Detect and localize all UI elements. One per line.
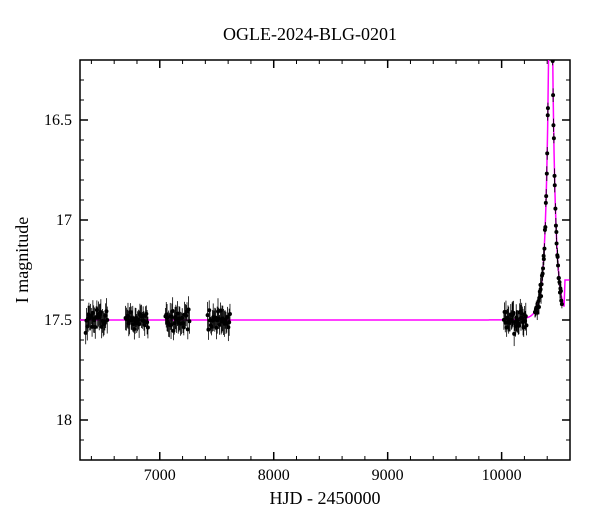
svg-text:9000: 9000 <box>372 467 404 484</box>
svg-text:7000: 7000 <box>144 467 176 484</box>
svg-text:HJD - 2450000: HJD - 2450000 <box>270 488 381 508</box>
svg-text:10000: 10000 <box>482 467 522 484</box>
svg-text:17.5: 17.5 <box>44 312 72 329</box>
svg-text:18: 18 <box>56 412 72 429</box>
svg-text:I magnitude: I magnitude <box>12 217 32 303</box>
lightcurve-chart: OGLE-2024-BLG-0201 HJD - 2450000 I magnitu… <box>0 0 600 512</box>
chart-svg: OGLE-2024-BLG-0201 HJD - 2450000 I magnitu… <box>0 0 600 512</box>
svg-text:16.5: 16.5 <box>44 112 72 129</box>
svg-text:17: 17 <box>56 212 72 229</box>
svg-text:8000: 8000 <box>258 467 290 484</box>
svg-text:OGLE-2024-BLG-0201: OGLE-2024-BLG-0201 <box>223 24 397 44</box>
